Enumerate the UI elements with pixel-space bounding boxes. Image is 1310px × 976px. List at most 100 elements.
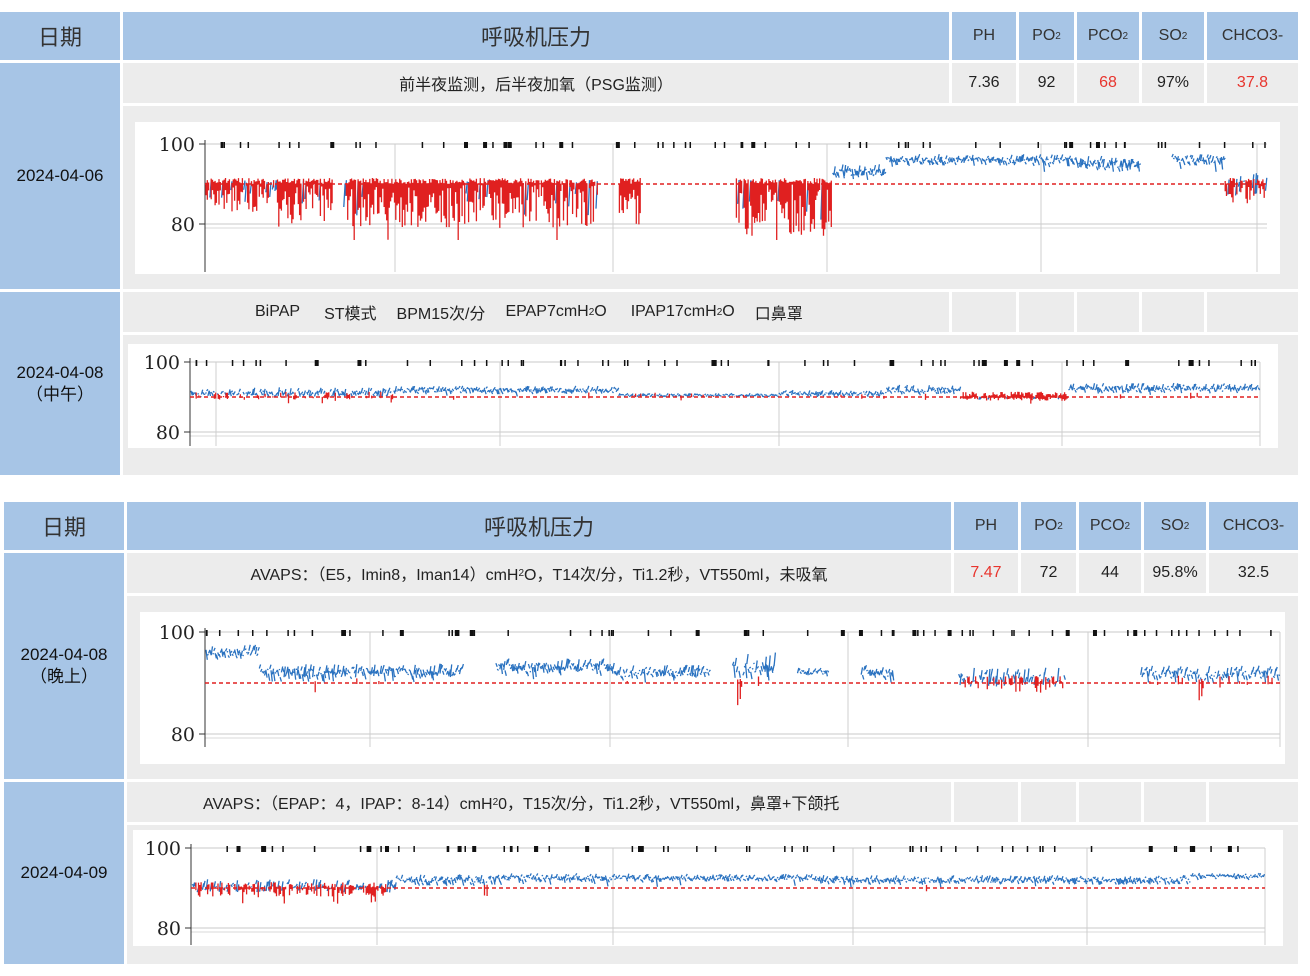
event-mark xyxy=(311,630,314,636)
event-mark xyxy=(907,142,910,148)
event-mark xyxy=(961,630,964,636)
event-mark xyxy=(748,846,751,852)
event-mark xyxy=(366,846,371,852)
event-mark xyxy=(1161,142,1163,148)
setting-epap-sub: 2 xyxy=(588,306,595,318)
header-so2: SO 2 xyxy=(1142,12,1204,60)
event-mark xyxy=(1090,846,1093,852)
spo2-chart-2-svg: 100 80 xyxy=(144,352,1261,446)
ph-value xyxy=(954,782,1018,822)
event-mark xyxy=(516,846,519,852)
event-mark xyxy=(457,846,462,852)
event-mark xyxy=(1089,142,1092,148)
event-mark xyxy=(571,142,574,148)
event-mark xyxy=(1188,360,1193,366)
event-mark xyxy=(822,360,825,366)
event-mark xyxy=(385,846,390,852)
event-mark xyxy=(1226,630,1229,636)
event-mark xyxy=(806,846,809,852)
event-mark xyxy=(909,846,912,852)
setting-sub: 2 xyxy=(518,567,525,579)
event-mark xyxy=(1198,360,1201,366)
date-note: （晚上） xyxy=(30,667,98,686)
event-mark xyxy=(242,360,245,366)
event-mark xyxy=(973,360,975,366)
date-cell: 2024-04-09 xyxy=(4,782,124,964)
header-pco2: PCO 2 xyxy=(1079,502,1141,550)
event-mark xyxy=(607,360,610,366)
event-mark xyxy=(689,142,692,148)
setting-epap: EPAP7cmH xyxy=(505,303,589,320)
event-mark xyxy=(1264,142,1266,148)
event-mark xyxy=(509,846,512,852)
event-mark xyxy=(367,846,369,852)
spo2-chart-1-svg: 100 80 xyxy=(159,134,1268,272)
event-mark xyxy=(880,630,883,636)
hco3-value xyxy=(1207,292,1298,332)
event-mark xyxy=(218,630,221,636)
event-mark xyxy=(542,142,545,148)
event-mark xyxy=(832,846,835,852)
date-text: 2024-04-09 xyxy=(20,863,108,882)
event-mark xyxy=(1250,360,1253,366)
po2-sub: 2 xyxy=(1055,30,1061,42)
event-mark xyxy=(803,846,805,852)
event-mark xyxy=(767,360,770,366)
y-tick-label: 100 xyxy=(159,134,195,156)
event-mark xyxy=(464,142,469,148)
event-mark xyxy=(1064,142,1066,148)
event-mark xyxy=(585,846,590,852)
event-mark xyxy=(999,142,1001,148)
event-mark xyxy=(791,846,793,852)
header-so2: SO 2 xyxy=(1144,502,1206,550)
event-mark xyxy=(840,630,845,636)
date-note: （中午） xyxy=(26,384,94,404)
event-mark xyxy=(932,360,934,366)
setting-ipap-o: O xyxy=(722,303,735,320)
header-date: 日期 xyxy=(4,502,124,550)
header-pco2: PCO 2 xyxy=(1077,12,1139,60)
hco3-value: 32.5 xyxy=(1209,553,1298,593)
event-mark xyxy=(1155,630,1158,636)
event-mark xyxy=(382,630,384,636)
so2-sub: 2 xyxy=(1183,520,1190,532)
event-mark xyxy=(266,630,268,636)
event-mark xyxy=(1093,360,1095,366)
event-mark xyxy=(447,846,450,852)
po2-value xyxy=(1019,292,1074,332)
event-mark xyxy=(889,360,892,366)
header-po2: PO 2 xyxy=(1019,12,1074,60)
event-mark xyxy=(1095,142,1100,148)
event-mark xyxy=(745,846,748,852)
event-mark xyxy=(920,846,922,852)
pco2-label: PCO xyxy=(1087,27,1123,44)
event-mark xyxy=(507,630,509,636)
event-mark xyxy=(978,360,980,366)
event-mark xyxy=(413,846,415,852)
setting-cell: AVAPS：（EPAP：4，IPAP：8-14）cmH 2 0，T15次/分，Ti1… xyxy=(127,782,951,822)
spo2-chart-3-svg: 100 80 xyxy=(159,622,1281,747)
event-mark xyxy=(1239,630,1241,636)
header-hco3: CHCO3- xyxy=(1209,502,1298,550)
event-mark xyxy=(1252,142,1254,148)
event-mark xyxy=(1001,846,1004,852)
pco2-label: PCO xyxy=(1089,517,1125,534)
event-mark xyxy=(448,630,450,636)
ph-value: 7.36 xyxy=(952,63,1016,103)
event-mark xyxy=(1175,846,1178,852)
event-mark xyxy=(1115,142,1117,148)
event-mark xyxy=(982,360,987,366)
spo2-chart-4: 100 80 xyxy=(133,830,1283,946)
event-mark xyxy=(564,360,566,366)
po2-sub: 2 xyxy=(1057,520,1063,532)
event-mark xyxy=(696,846,698,852)
spo2-series-above xyxy=(191,872,1266,893)
event-mark xyxy=(429,360,432,366)
event-mark xyxy=(714,846,717,852)
event-mark xyxy=(223,142,225,148)
setting-text: AVAPS：（EPAP：4，IPAP：8-14）cmH xyxy=(203,796,493,813)
event-mark xyxy=(1037,142,1039,148)
event-mark xyxy=(917,630,919,636)
event-mark xyxy=(912,846,914,852)
event-mark xyxy=(1103,630,1106,636)
